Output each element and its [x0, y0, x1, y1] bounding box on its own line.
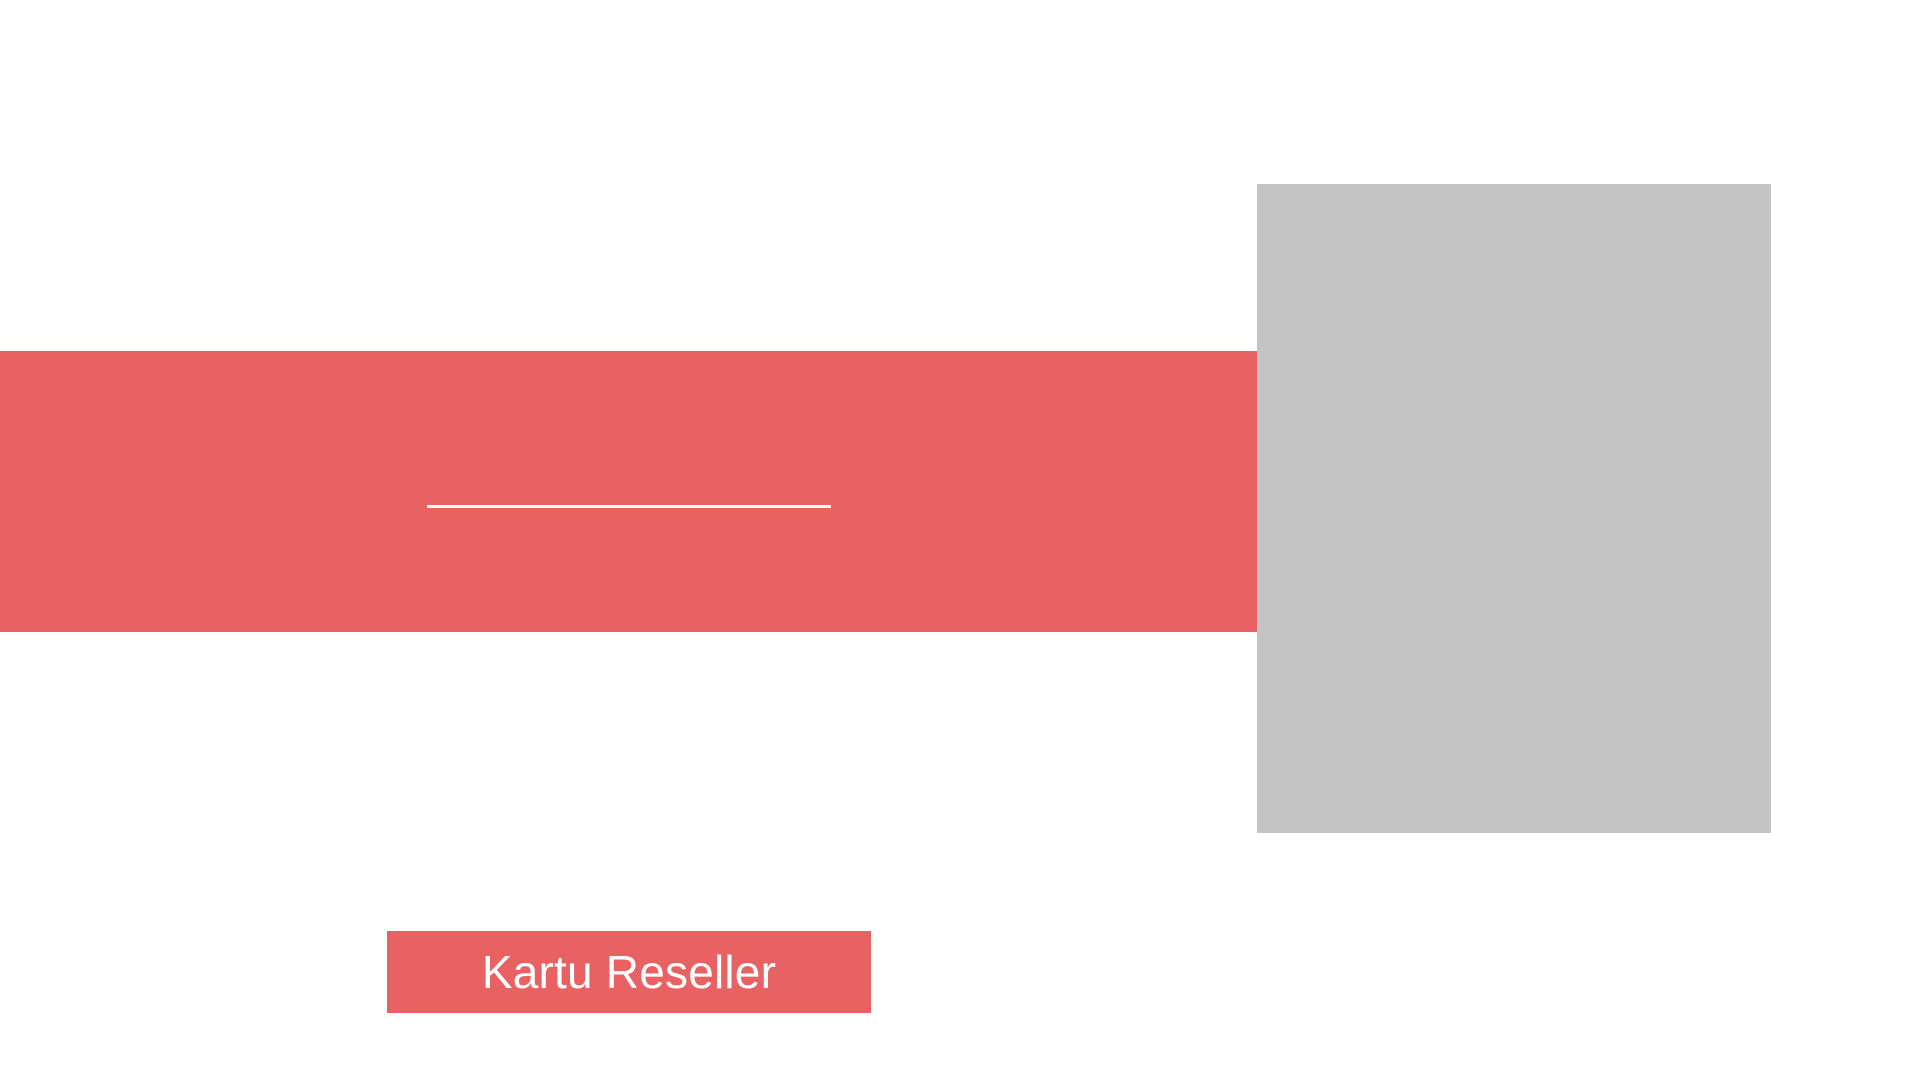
kartu-reseller-button[interactable]: Kartu Reseller — [387, 931, 871, 1013]
image-placeholder — [1257, 184, 1771, 833]
kartu-reseller-label: Kartu Reseller — [481, 946, 777, 998]
hero-divider — [427, 505, 831, 508]
hero-banner — [0, 351, 1257, 632]
